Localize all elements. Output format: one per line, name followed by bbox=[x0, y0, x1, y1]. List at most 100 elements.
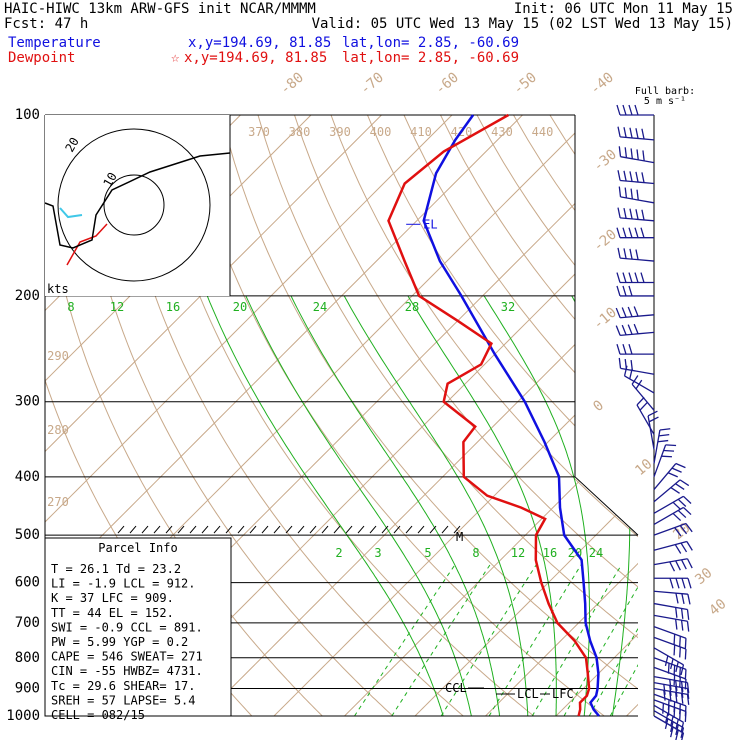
wind-barb-feather bbox=[675, 680, 678, 691]
dry-adiabat-line bbox=[513, 115, 638, 716]
pressure-label: 400 bbox=[15, 469, 40, 485]
isotherm-line bbox=[414, 115, 638, 716]
dewpoint-marker: ☆ bbox=[171, 50, 180, 66]
valid-time: Valid: 05 UTC Wed 13 May 15 (02 LST Wed … bbox=[312, 16, 733, 32]
hatch-mark bbox=[417, 525, 425, 534]
wind-barb-feather bbox=[630, 359, 633, 371]
wind-barb-feather bbox=[686, 682, 690, 693]
wind-barb-feather bbox=[686, 609, 690, 620]
hatch-mark bbox=[273, 525, 281, 534]
isotherm-line bbox=[485, 115, 638, 716]
hatch-mark bbox=[321, 525, 329, 534]
hodograph-panel bbox=[45, 115, 230, 296]
wind-barb-feather bbox=[630, 188, 633, 200]
wind-barb-feather bbox=[622, 104, 627, 116]
mixing-ratio-line bbox=[531, 564, 622, 716]
wind-barb-feather bbox=[616, 272, 621, 283]
wind-barb-feather bbox=[687, 594, 691, 605]
wind-barb-feather bbox=[627, 306, 633, 317]
isotherm-label: -70 bbox=[357, 70, 387, 99]
wind-barb-feather bbox=[674, 544, 682, 554]
hatch-mark bbox=[189, 525, 197, 534]
isotherm-label: 0 bbox=[590, 397, 607, 415]
wind-barb-feather bbox=[629, 171, 633, 182]
hodograph-trace-upper bbox=[44, 152, 231, 249]
dewpoint-profile bbox=[387, 113, 591, 717]
wind-barb-staff bbox=[620, 196, 655, 204]
hatch-mark bbox=[333, 525, 341, 534]
wind-barb-feather bbox=[679, 676, 681, 688]
isotherm-label: -10 bbox=[590, 305, 620, 334]
wind-barb-feather bbox=[680, 687, 684, 698]
wind-barb bbox=[653, 558, 693, 572]
wind-barb bbox=[654, 577, 692, 589]
wind-barb-feather bbox=[677, 509, 687, 519]
parcel-info-row: T = 26.1 Td = 23.2 bbox=[51, 562, 181, 576]
wind-barb-feather bbox=[628, 104, 633, 116]
model-title: HAIC-HIWC 13km ARW-GFS init NCAR/MMMM bbox=[4, 1, 316, 17]
wind-barb-feather bbox=[671, 467, 682, 473]
wind-barb-feather bbox=[672, 512, 682, 522]
wind-barb-feather bbox=[628, 285, 633, 297]
dry-adiabat-line bbox=[75, 115, 394, 716]
dry-adiabat-line bbox=[184, 115, 605, 716]
wind-barb-feather bbox=[669, 561, 676, 572]
pressure-label: 800 bbox=[15, 650, 40, 666]
wind-barb-feather bbox=[670, 726, 674, 738]
pressure-label: 700 bbox=[15, 615, 40, 631]
wind-barb bbox=[653, 602, 690, 620]
wind-barb-feather bbox=[661, 455, 672, 458]
wind-barb bbox=[616, 285, 654, 297]
wind-barb-feather bbox=[672, 501, 682, 510]
wind-barb bbox=[636, 396, 655, 435]
wind-barb bbox=[653, 699, 687, 722]
el-label: EL bbox=[423, 217, 437, 231]
wind-barb bbox=[631, 375, 655, 411]
wind-barb bbox=[617, 170, 655, 185]
wind-barb bbox=[653, 506, 692, 525]
wind-barb-feather bbox=[642, 150, 645, 161]
wind-barb bbox=[653, 687, 690, 705]
wind-barb-feather bbox=[686, 621, 690, 632]
hatch-mark bbox=[309, 525, 317, 534]
wind-barb-feather bbox=[663, 684, 666, 695]
wind-barb-feather bbox=[662, 703, 665, 714]
mixing-ratio-line bbox=[391, 564, 491, 716]
isotherm-label: 40 bbox=[706, 596, 729, 619]
parcel-info-row: CAPE = 546 SWEAT= 271 bbox=[51, 650, 203, 664]
mixing-ratio-top-label: 32 bbox=[501, 300, 515, 314]
wind-barb-feather bbox=[628, 272, 633, 283]
isotherm-line bbox=[203, 115, 638, 716]
wind-barb-feather bbox=[617, 170, 621, 181]
lcl-label: LCL bbox=[517, 687, 539, 701]
dewpoint-latlon: lat,lon= 2.85, -60.69 bbox=[342, 50, 519, 66]
pressure-label: 200 bbox=[15, 288, 40, 304]
hodograph-trace-mid bbox=[59, 207, 83, 219]
wind-barb-feather bbox=[681, 732, 685, 740]
wind-barb-feather bbox=[673, 634, 676, 645]
moist-adiabat-line bbox=[483, 295, 590, 716]
wind-barb-feather bbox=[681, 593, 685, 605]
init-time: Init: 06 UTC Mon 11 May 15 bbox=[514, 1, 733, 17]
wind-barb-feather bbox=[686, 558, 693, 569]
wind-barb bbox=[653, 428, 671, 464]
chart-right-edge bbox=[574, 115, 639, 536]
pressure-label: 300 bbox=[15, 394, 40, 410]
dry-adiabat-line bbox=[659, 115, 740, 716]
barb-legend-title: Full barb: bbox=[635, 86, 695, 97]
wind-barb-feather bbox=[623, 170, 627, 182]
isotherm-label: -50 bbox=[510, 70, 540, 99]
isotherm-label: 10 bbox=[632, 456, 655, 479]
wind-barb-feather bbox=[679, 646, 681, 658]
parcel-info-row: SWI = -0.9 CCL = 891. bbox=[51, 620, 203, 634]
wind-barb-feather bbox=[629, 127, 633, 139]
wind-barb-feather bbox=[686, 694, 690, 705]
wind-barb-staff bbox=[636, 404, 655, 435]
wind-barb-feather bbox=[635, 209, 639, 220]
wind-barb-feather bbox=[622, 227, 627, 238]
wind-barb-feather bbox=[675, 593, 679, 604]
wind-barb bbox=[653, 540, 693, 554]
wind-barb-feather bbox=[677, 498, 687, 507]
hatch-mark bbox=[129, 525, 137, 534]
